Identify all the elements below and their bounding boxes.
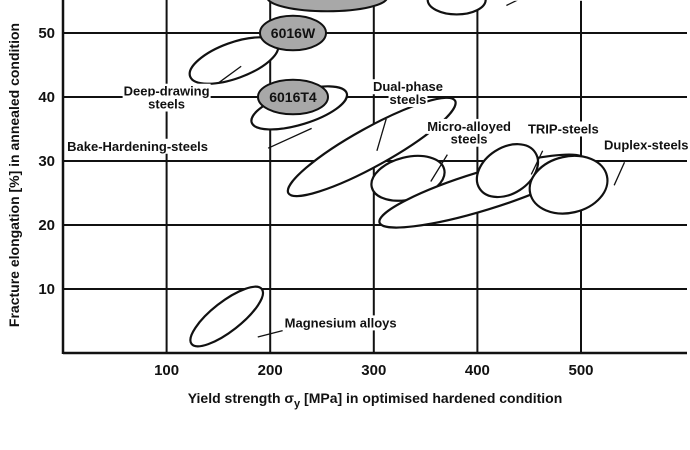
y-tick-label: 30 [38,153,55,170]
label-background [122,83,211,99]
region-label: Duplex-steels [604,137,689,152]
label-background [283,315,398,331]
grade-label: 6016W [271,25,316,41]
label-background [371,79,445,95]
grade-label: 6016T4 [269,89,317,105]
y-tick-label: 10 [38,281,55,298]
grade-ellipse [256,78,329,116]
material-region-ellipse [475,143,540,199]
region-label: Dual-phase [373,79,443,94]
y-tick-label: 40 [38,89,55,106]
x-tick-label: 100 [154,362,179,379]
top-grade-ellipse [267,0,388,13]
material-region-ellipse [286,96,457,198]
leader-line [613,162,626,186]
x-tick-label: 300 [361,362,386,379]
label-background [526,121,600,137]
y-tick-label: 20 [38,217,55,234]
label-background [147,96,187,112]
x-tick-label: 400 [465,362,490,379]
region-label: steels [148,97,185,112]
region-label: steels [390,92,427,107]
leader-line [218,65,242,84]
y-axis-label: Fracture elongation [%] in annealed cond… [6,23,22,327]
region-label: Magnesium alloys [285,315,397,330]
y-tick-label: 50 [38,25,55,42]
label-background [495,0,595,1]
material-region-ellipse [426,0,487,16]
label-background [449,131,489,147]
leader-line [267,127,312,149]
region-label: Stainless steels [496,0,594,1]
leader-line [430,154,448,182]
x-tick-label: 500 [568,362,593,379]
leader-lines [218,0,626,338]
axes: 100 200 300 400 500 10 20 30 40 50 [38,0,687,379]
leader-line [376,118,387,151]
material-region-ellipse [189,285,265,348]
label-background [388,92,428,108]
label-background [602,137,690,153]
region-labels: Stainless steelsDeep-drawingsteelsBake-H… [66,0,690,331]
region-label: steels [451,132,488,147]
material-region-ellipse [528,154,609,215]
region-label: Micro-alloyed [427,119,511,134]
label-background [66,138,210,154]
grade-ellipse [258,14,327,52]
alloy-grades: 6016W 6016T4 [256,14,329,116]
leader-line [506,0,520,7]
leader-line [257,329,283,338]
label-background [426,118,513,134]
region-label: TRIP-steels [528,121,599,136]
material-regions [188,0,609,348]
leader-line [530,150,544,175]
region-label: Bake-Hardening-steels [67,139,208,154]
x-tick-label: 200 [258,362,283,379]
x-axis-label: Yield strength σy [MPa] in optimised har… [188,390,563,410]
region-label: Deep-drawing [124,84,210,99]
